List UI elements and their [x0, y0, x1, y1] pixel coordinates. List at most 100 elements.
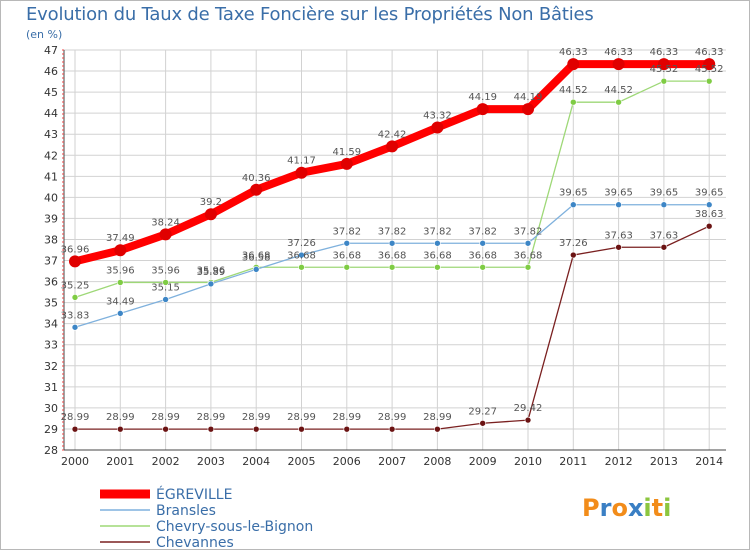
y-tick-label: 45 [44, 86, 58, 99]
data-label: 34.49 [106, 296, 135, 307]
data-point [117, 279, 124, 286]
data-point [434, 263, 441, 271]
data-label: 37.82 [423, 226, 452, 237]
y-tick-label: 32 [44, 360, 58, 373]
data-point [705, 201, 713, 209]
data-label: 28.99 [61, 412, 90, 423]
data-label: 42.42 [378, 129, 407, 140]
data-label: 28.99 [197, 412, 226, 423]
data-point [524, 416, 532, 424]
data-label: 46.33 [695, 47, 724, 58]
y-tick-label: 44 [44, 107, 58, 120]
data-point [162, 279, 169, 286]
data-label: 39.65 [695, 188, 724, 199]
x-tick-label: 2014 [695, 455, 723, 468]
y-tick-label: 31 [44, 381, 58, 394]
logo-letter: i [663, 494, 671, 522]
data-point [567, 58, 580, 71]
data-point [703, 58, 716, 71]
x-tick-label: 2012 [605, 455, 633, 468]
x-tick-label: 2005 [288, 455, 316, 468]
y-tick-label: 40 [44, 191, 58, 204]
data-label: 28.99 [378, 412, 407, 423]
data-point [660, 77, 668, 85]
data-point [522, 103, 534, 116]
data-label: 44.52 [559, 85, 588, 96]
legend-label: ÉGREVILLE [156, 486, 232, 503]
x-tick-label: 2006 [333, 455, 361, 468]
data-point [705, 222, 713, 230]
y-tick-label: 33 [44, 339, 58, 352]
data-label: 29.27 [468, 406, 497, 417]
data-point [117, 310, 124, 317]
data-label: 35.96 [197, 265, 226, 276]
data-label: 36.68 [378, 250, 407, 261]
data-point [388, 263, 396, 271]
data-point [569, 201, 577, 209]
data-point [295, 166, 308, 179]
data-point [660, 201, 668, 209]
data-label: 39.2 [200, 197, 222, 208]
data-point [343, 425, 351, 433]
x-tick-label: 2000 [61, 455, 89, 468]
data-label: 41.59 [332, 147, 361, 158]
data-point [615, 98, 622, 106]
data-point [388, 239, 396, 247]
data-point [479, 239, 487, 247]
data-point [343, 239, 351, 247]
data-label: 37.63 [650, 230, 679, 241]
logo-letter: i [643, 494, 651, 522]
data-label: 36.96 [61, 244, 90, 255]
data-point [343, 263, 351, 271]
data-point [117, 425, 124, 433]
data-label: 36.68 [514, 250, 543, 261]
data-point [431, 121, 444, 134]
data-label: 39.65 [650, 188, 679, 199]
data-label: 37.82 [332, 226, 361, 237]
x-tick-label: 2010 [514, 455, 542, 468]
data-label: 36.68 [287, 250, 316, 261]
data-label: 36.68 [242, 250, 271, 261]
data-label: 40.36 [242, 173, 271, 184]
data-label: 44.52 [604, 85, 633, 96]
data-label: 44.19 [468, 92, 497, 103]
data-label: 37.63 [604, 230, 633, 241]
data-label: 43.32 [423, 110, 452, 121]
y-tick-label: 41 [44, 170, 58, 183]
data-point [479, 419, 487, 427]
data-label: 45.52 [650, 64, 679, 75]
y-tick-label: 36 [44, 276, 58, 289]
data-point [340, 157, 353, 170]
data-label: 44.19 [514, 92, 543, 103]
y-tick-label: 37 [44, 255, 58, 268]
data-label: 37.26 [287, 238, 316, 249]
axes: 28 29 30 31 32 33 34 35 36 37 38 39 40 41 42 43 44 45 46 47… [44, 44, 726, 468]
data-point [162, 296, 169, 303]
y-tick-label: 35 [44, 297, 58, 310]
x-tick-label: 2009 [469, 455, 497, 468]
x-tick-label: 2004 [242, 455, 270, 468]
y-tick-label: 42 [44, 149, 58, 162]
data-point [69, 255, 81, 268]
data-label: 38.63 [695, 209, 724, 220]
data-label: 35.96 [106, 265, 135, 276]
plot-area [64, 50, 726, 450]
logo-letter: r [600, 494, 612, 522]
data-label: 35.15 [151, 282, 180, 293]
data-labels: 36.96 37.49 38.24 39.2 40.36 41.17 41.59 42.42 4… [61, 47, 724, 423]
logo-letter: x [628, 494, 644, 522]
data-label: 39.65 [559, 188, 588, 199]
x-tick-label: 2001 [106, 455, 134, 468]
y-tick-label: 29 [44, 423, 58, 436]
y-axis-unit-label: (en %) [26, 28, 63, 41]
data-label: 35.25 [61, 280, 90, 291]
proxiti-logo: Proxiti [582, 494, 671, 522]
legend-label: Chevannes [156, 535, 234, 550]
x-tick-label: 2003 [197, 455, 225, 468]
data-label: 46.33 [559, 47, 588, 58]
data-point [388, 425, 396, 433]
data-point [434, 425, 441, 433]
data-label: 36.58 [242, 252, 271, 263]
x-tick-label: 2002 [152, 455, 180, 468]
